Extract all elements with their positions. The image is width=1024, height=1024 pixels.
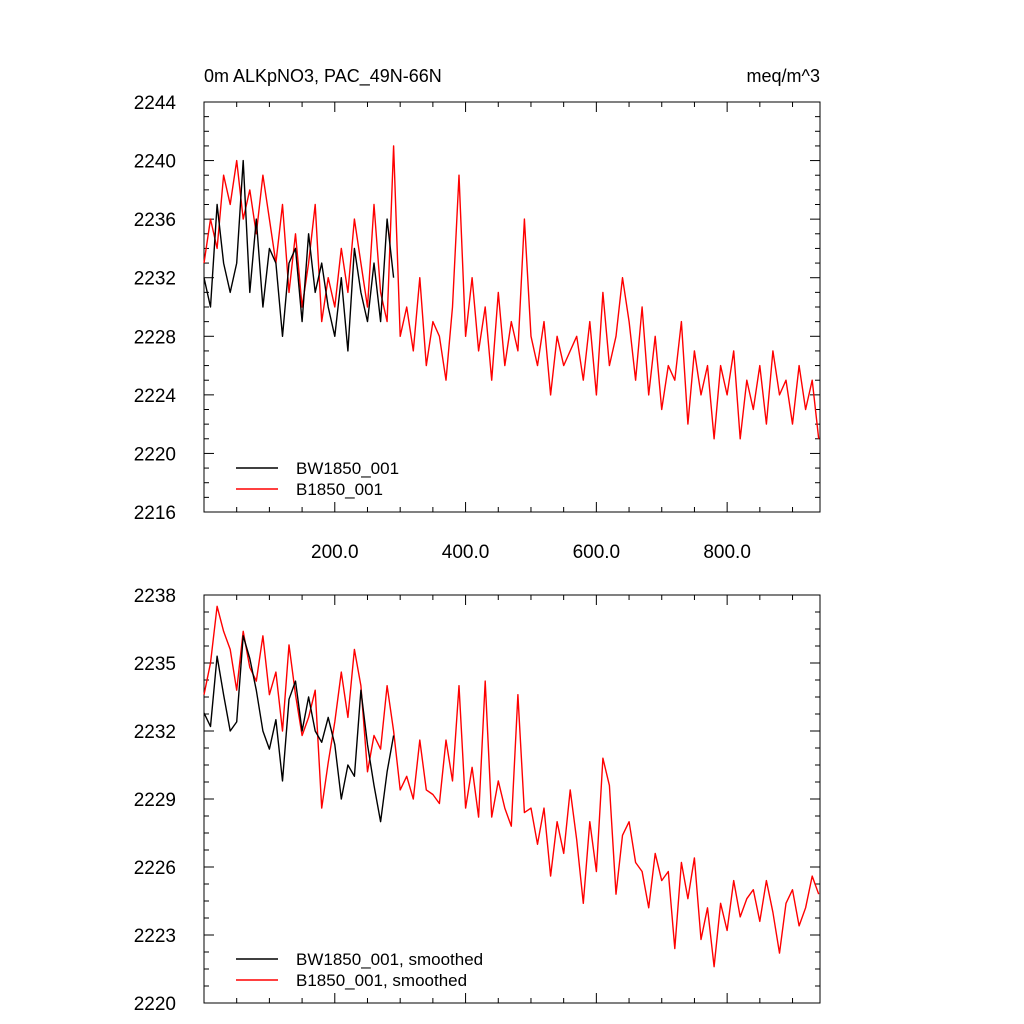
x-tick-label: 200.0: [311, 542, 359, 563]
y-tick-label: 2224: [134, 386, 177, 407]
y-tick-label: 2240: [134, 152, 176, 173]
legend-label: B1850_001, smoothed: [296, 971, 467, 990]
y-tick-label: 2238: [134, 586, 176, 607]
y-tick-label: 2216: [134, 503, 176, 524]
y-tick-label: 2228: [134, 327, 176, 348]
y-tick-label: 2220: [134, 444, 176, 465]
y-tick-label: 2220: [134, 994, 176, 1015]
y-tick-label: 2223: [134, 926, 176, 947]
y-tick-label: 2232: [134, 269, 176, 290]
legend-label: BW1850_001, smoothed: [296, 950, 483, 969]
top-panel-units: meq/m^3: [747, 66, 820, 86]
x-tick-label: 800.0: [703, 542, 751, 563]
series-line-0: [203, 635, 395, 823]
top-plot-area: 2216 2220 2224 2228 2232 2236 2240 2244 200.0 400…: [134, 93, 821, 563]
top-panel-title: 0m ALKpNO3, PAC_49N-66N: [204, 66, 442, 87]
y-tick-label: 2229: [134, 790, 176, 811]
x-tick-label: 600.0: [573, 542, 621, 563]
bottom-plot-area: 2220 2223 2226 2229 2232 2235 2238 BW1850_001, …: [134, 586, 821, 1015]
series-line-1: [203, 145, 820, 440]
y-tick-label: 2244: [134, 93, 177, 114]
y-tick-label: 2235: [134, 654, 176, 675]
series-line-1: [203, 605, 820, 968]
y-tick-label: 2236: [134, 210, 176, 231]
series-line-0: [203, 159, 395, 352]
top-panel: 0m ALKpNO3, PAC_49N-66N meq/m^3 2216 2220…: [134, 66, 821, 563]
x-tick-label: 400.0: [442, 542, 490, 563]
y-tick-label: 2232: [134, 722, 176, 743]
y-tick-label: 2226: [134, 858, 176, 879]
bottom-panel: 2220 2223 2226 2229 2232 2235 2238 BW1850_001, …: [134, 586, 821, 1015]
legend-label: B1850_001: [296, 480, 383, 499]
legend-label: BW1850_001: [296, 459, 399, 478]
